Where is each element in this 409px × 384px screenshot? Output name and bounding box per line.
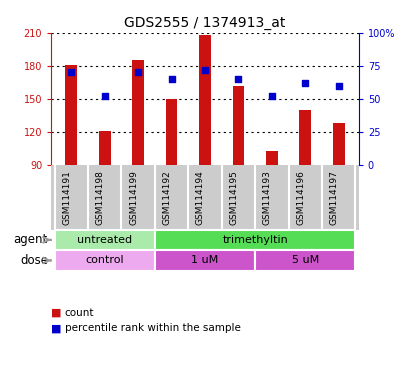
Text: GSM114198: GSM114198 [95,170,104,225]
Text: GSM114192: GSM114192 [162,170,171,225]
Bar [332,123,344,165]
Point [101,93,108,99]
Bar [65,65,77,165]
Point [201,66,208,73]
Bar [132,60,144,165]
Text: GSM114193: GSM114193 [262,170,271,225]
Point [301,80,308,86]
Text: ■: ■ [51,323,62,333]
Text: GSM114199: GSM114199 [129,170,138,225]
Text: percentile rank within the sample: percentile rank within the sample [65,323,240,333]
Text: count: count [65,308,94,318]
Text: trimethyltin: trimethyltin [222,235,287,245]
Bar [199,35,210,165]
Bar [155,250,254,271]
Point [268,93,274,99]
Text: ■: ■ [51,308,62,318]
Point [68,69,74,75]
Point [335,83,341,89]
Text: control: control [85,255,124,265]
Text: 1 uM: 1 uM [191,255,218,265]
Point [135,69,141,75]
Text: GSM114197: GSM114197 [329,170,338,225]
Bar [165,99,177,165]
Bar [299,110,310,165]
Point [168,76,174,82]
Bar [155,230,355,250]
Text: agent: agent [13,233,48,247]
Text: GSM114191: GSM114191 [62,170,71,225]
Text: 5 uM: 5 uM [291,255,318,265]
Text: dose: dose [20,254,48,267]
Bar [232,86,244,165]
Text: untreated: untreated [77,235,132,245]
Bar [54,250,155,271]
Bar [265,151,277,165]
Bar [99,131,110,165]
Text: GSM114194: GSM114194 [196,170,204,225]
Point [235,76,241,82]
Text: GSM114196: GSM114196 [296,170,305,225]
Title: GDS2555 / 1374913_at: GDS2555 / 1374913_at [124,16,285,30]
Bar [254,250,355,271]
Text: GSM114195: GSM114195 [229,170,238,225]
Bar [54,230,155,250]
